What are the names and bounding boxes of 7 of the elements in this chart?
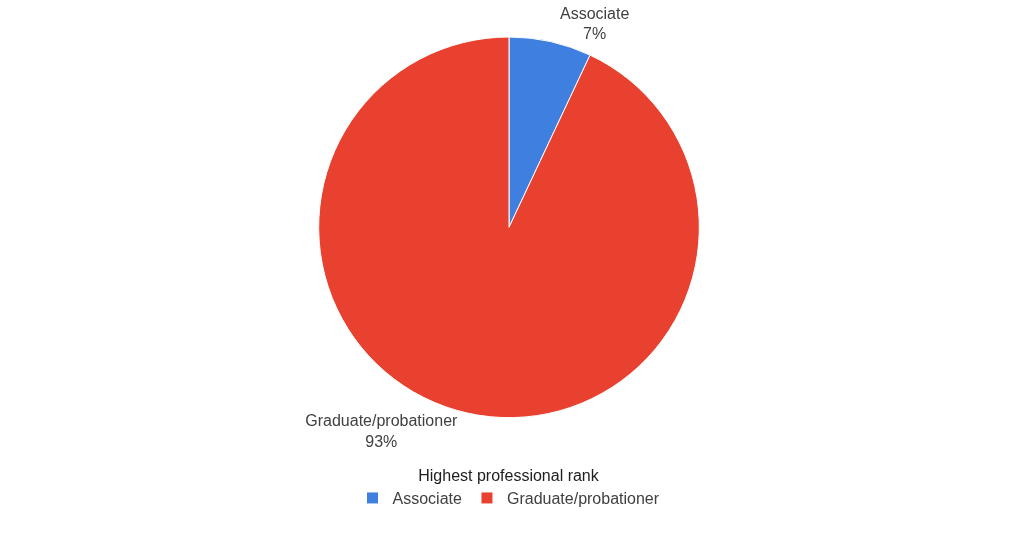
- legend-label: Associate: [392, 490, 462, 508]
- legend-title: Highest professional rank: [418, 467, 600, 485]
- data-label: 7%: [583, 25, 607, 43]
- slice-label: Graduate/probationer: [305, 412, 459, 430]
- legend-label: Graduate/probationer: [506, 490, 660, 508]
- data-label: 93%: [365, 432, 398, 450]
- slice-label: Associate: [559, 4, 630, 22]
